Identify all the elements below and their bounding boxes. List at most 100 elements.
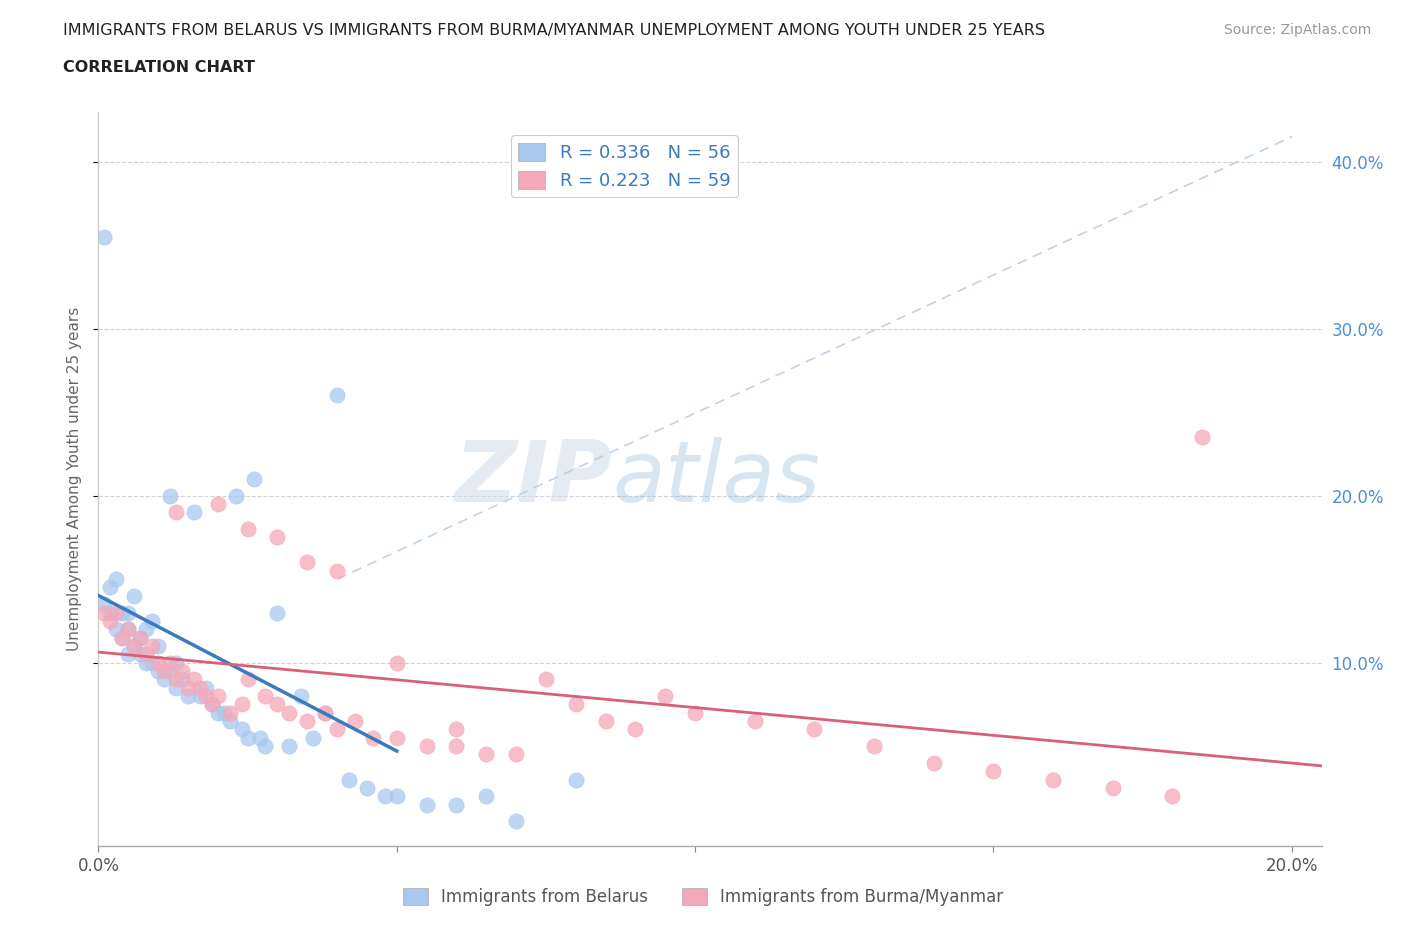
Point	[290, 688, 312, 703]
Point	[385, 656, 408, 671]
Point	[117, 647, 139, 662]
Point	[188, 688, 211, 703]
Point	[218, 705, 240, 720]
Point	[117, 605, 139, 620]
Point	[165, 680, 187, 695]
Point	[415, 797, 437, 812]
Text: atlas: atlas	[612, 437, 820, 521]
Point	[201, 697, 224, 711]
Point	[356, 780, 378, 795]
Point	[207, 705, 229, 720]
Point	[266, 605, 288, 620]
Point	[505, 747, 527, 762]
Point	[135, 622, 157, 637]
Point	[266, 530, 288, 545]
Point	[111, 605, 134, 620]
Point	[159, 663, 181, 678]
Point	[624, 722, 647, 737]
Point	[159, 656, 181, 671]
Point	[165, 505, 187, 520]
Point	[326, 388, 349, 403]
Point	[207, 497, 229, 512]
Point	[565, 697, 588, 711]
Point	[446, 738, 468, 753]
Point	[111, 631, 134, 645]
Point	[177, 688, 200, 703]
Point	[122, 639, 145, 654]
Point	[922, 755, 945, 770]
Point	[744, 713, 766, 728]
Point	[129, 647, 152, 662]
Point	[105, 572, 128, 587]
Point	[505, 814, 527, 829]
Point	[141, 614, 163, 629]
Text: Source: ZipAtlas.com: Source: ZipAtlas.com	[1223, 23, 1371, 37]
Point	[302, 730, 325, 745]
Point	[170, 663, 193, 678]
Point	[803, 722, 825, 737]
Point	[266, 697, 288, 711]
Point	[231, 722, 253, 737]
Point	[314, 705, 336, 720]
Point	[117, 622, 139, 637]
Point	[135, 656, 157, 671]
Point	[242, 472, 264, 486]
Point	[236, 671, 259, 686]
Point	[212, 705, 235, 720]
Point	[297, 713, 319, 728]
Text: IMMIGRANTS FROM BELARUS VS IMMIGRANTS FROM BURMA/MYANMAR UNEMPLOYMENT AMONG YOUT: IMMIGRANTS FROM BELARUS VS IMMIGRANTS FR…	[63, 23, 1045, 38]
Point	[475, 789, 498, 804]
Point	[1042, 772, 1064, 787]
Point	[105, 622, 128, 637]
Point	[983, 764, 1005, 778]
Point	[385, 789, 408, 804]
Point	[165, 671, 187, 686]
Point	[98, 580, 121, 595]
Point	[249, 730, 271, 745]
Point	[98, 605, 121, 620]
Point	[129, 631, 152, 645]
Point	[177, 680, 200, 695]
Point	[343, 713, 366, 728]
Point	[105, 605, 128, 620]
Text: ZIP: ZIP	[454, 437, 612, 521]
Point	[141, 639, 163, 654]
Point	[374, 789, 396, 804]
Point	[654, 688, 676, 703]
Point	[337, 772, 360, 787]
Point	[122, 639, 145, 654]
Point	[93, 230, 115, 245]
Legend: R = 0.336   N = 56, R = 0.223   N = 59: R = 0.336 N = 56, R = 0.223 N = 59	[510, 136, 738, 197]
Point	[159, 488, 181, 503]
Point	[326, 722, 349, 737]
Point	[141, 656, 163, 671]
Point	[188, 680, 211, 695]
Point	[93, 605, 115, 620]
Point	[863, 738, 886, 753]
Point	[194, 680, 217, 695]
Point	[385, 730, 408, 745]
Point	[117, 622, 139, 637]
Point	[194, 688, 217, 703]
Point	[122, 589, 145, 604]
Point	[146, 639, 169, 654]
Point	[534, 671, 557, 686]
Point	[153, 663, 176, 678]
Point	[278, 705, 301, 720]
Point	[278, 738, 301, 753]
Point	[446, 797, 468, 812]
Point	[225, 488, 247, 503]
Point	[1161, 789, 1184, 804]
Point	[326, 564, 349, 578]
Point	[475, 747, 498, 762]
Point	[153, 671, 176, 686]
Point	[1101, 780, 1123, 795]
Point	[565, 772, 588, 787]
Point	[231, 697, 253, 711]
Point	[98, 614, 121, 629]
Point	[446, 722, 468, 737]
Point	[254, 738, 277, 753]
Point	[183, 505, 205, 520]
Point	[146, 663, 169, 678]
Y-axis label: Unemployment Among Youth under 25 years: Unemployment Among Youth under 25 years	[67, 307, 83, 651]
